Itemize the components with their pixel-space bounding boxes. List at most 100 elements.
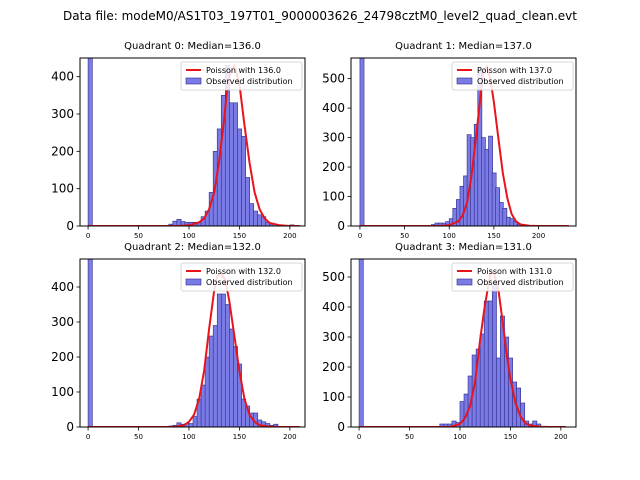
- x-tick-label: 0: [86, 433, 90, 441]
- x-tick-label: 50: [405, 433, 414, 441]
- axes-frame: [79, 258, 306, 428]
- legend-label-observed: Observed distribution: [477, 278, 564, 287]
- panel-title: Quadrant 0: Median=136.0: [124, 41, 261, 52]
- histogram-bar: [229, 102, 234, 226]
- x-tick-label: 150: [233, 232, 246, 240]
- y-tick-label: 200: [51, 350, 74, 364]
- legend-label-observed: Observed distribution: [206, 77, 293, 86]
- panel-title: Quadrant 3: Median=131.0: [395, 242, 532, 253]
- x-tick-label: 200: [532, 232, 545, 240]
- y-tick-label: 200: [322, 160, 345, 174]
- histogram-bar: [241, 136, 246, 226]
- x-tick-label: 200: [283, 232, 296, 240]
- x-tick-label: 150: [504, 433, 517, 441]
- histogram-bar: [224, 304, 230, 427]
- histogram-bar: [212, 325, 218, 427]
- histogram-bar: [483, 300, 489, 427]
- x-tick-label: 100: [443, 232, 456, 240]
- x-tick-label: 50: [134, 232, 143, 240]
- legend: Poisson with 132.0 Observed distribution: [180, 262, 303, 292]
- y-tick-label: 400: [51, 70, 74, 84]
- histogram-bar: [208, 335, 214, 427]
- y-tick-label: 400: [51, 280, 74, 294]
- legend: Poisson with 136.0 Observed distribution: [180, 61, 303, 91]
- histogram-bar: [491, 285, 497, 427]
- x-tick-label: 0: [358, 232, 362, 240]
- x-tick-label: 50: [400, 232, 409, 240]
- histogram-bar: [192, 416, 198, 427]
- legend-label-fit: Poisson with 136.0: [206, 66, 281, 75]
- histogram-bar: [520, 402, 526, 427]
- legend-label-fit: Poisson with 131.0: [477, 267, 552, 276]
- y-tick-label: 100: [322, 190, 345, 204]
- legend: Poisson with 137.0 Observed distribution: [451, 61, 574, 91]
- histogram-bar: [479, 333, 485, 427]
- histogram-bar: [273, 423, 279, 427]
- panel-title: Quadrant 1: Median=137.0: [395, 41, 532, 52]
- x-tick-label: 100: [453, 433, 466, 441]
- y-tick-label: 0: [66, 219, 74, 233]
- y-tick-label: 0: [66, 420, 74, 434]
- quadrant-3-panel: Quadrant 3: Median=131.0 0 100 200 300 400 500…: [322, 242, 577, 441]
- figure-suptitle: Data file: modeM0/AS1T03_197T01_90000036…: [63, 9, 577, 23]
- histogram-bar: [200, 384, 206, 427]
- x-tick-label: 100: [182, 433, 195, 441]
- legend-label-fit: Poisson with 137.0: [477, 66, 552, 75]
- y-tick-label: 100: [322, 390, 345, 404]
- histogram-bar: [237, 363, 242, 427]
- histogram-bar: [359, 58, 365, 226]
- histogram-bar: [87, 58, 93, 226]
- histogram-bar: [204, 356, 210, 427]
- legend-bar-swatch: [456, 77, 473, 85]
- histogram-bar: [487, 300, 493, 427]
- histogram-bars: [87, 58, 295, 226]
- y-tick-label: 300: [322, 131, 345, 145]
- histogram-bar: [220, 293, 226, 427]
- panel-title: Quadrant 2: Median=132.0: [124, 242, 261, 253]
- x-tick-label: 0: [86, 232, 90, 240]
- legend-label-observed: Observed distribution: [206, 278, 293, 287]
- legend-box: [180, 262, 303, 292]
- histogram-bar: [358, 259, 364, 427]
- legend-label-fit: Poisson with 132.0: [206, 267, 281, 276]
- x-tick-label: 200: [554, 433, 567, 441]
- histogram-bar: [253, 210, 259, 226]
- histogram-bar: [249, 203, 255, 226]
- legend-label-observed: Observed distribution: [477, 77, 564, 86]
- legend-bar-swatch: [185, 278, 202, 286]
- histogram-bar: [495, 357, 501, 427]
- legend-box: [451, 262, 574, 292]
- legend: Poisson with 131.0 Observed distribution: [451, 262, 574, 292]
- histogram-bar: [245, 177, 251, 226]
- x-tick-label: 200: [283, 433, 296, 441]
- y-tick-label: 300: [51, 315, 74, 329]
- y-tick-label: 400: [322, 101, 345, 115]
- legend-bar-swatch: [456, 278, 473, 286]
- histogram-bar: [188, 423, 194, 427]
- histogram-bar: [233, 102, 238, 226]
- x-tick-label: 50: [134, 433, 143, 441]
- panels: Quadrant 0: Median=136.0 0 100 200 300 400 0 50…: [51, 41, 577, 441]
- y-tick-label: 300: [51, 107, 74, 121]
- histogram-bar: [237, 128, 242, 226]
- y-tick-label: 0: [337, 219, 345, 233]
- axes-frame: [350, 57, 577, 227]
- quadrant-0-panel: Quadrant 0: Median=136.0 0 100 200 300 400 0 50…: [51, 41, 306, 240]
- legend-box: [180, 61, 303, 91]
- legend-box: [451, 61, 574, 91]
- y-tick-label: 500: [322, 270, 345, 284]
- histogram-bars: [359, 58, 526, 226]
- histogram-bar: [216, 293, 222, 427]
- y-tick-label: 300: [322, 330, 345, 344]
- axes-frame: [350, 258, 577, 428]
- axes-frame: [79, 57, 306, 227]
- x-tick-label: 150: [233, 433, 246, 441]
- x-tick-label: 150: [487, 232, 500, 240]
- histogram-bar: [229, 328, 234, 427]
- legend-bar-swatch: [185, 77, 202, 85]
- y-tick-label: 400: [322, 300, 345, 314]
- y-tick-label: 100: [51, 182, 74, 196]
- y-tick-label: 200: [322, 360, 345, 374]
- x-tick-label: 0: [357, 433, 361, 441]
